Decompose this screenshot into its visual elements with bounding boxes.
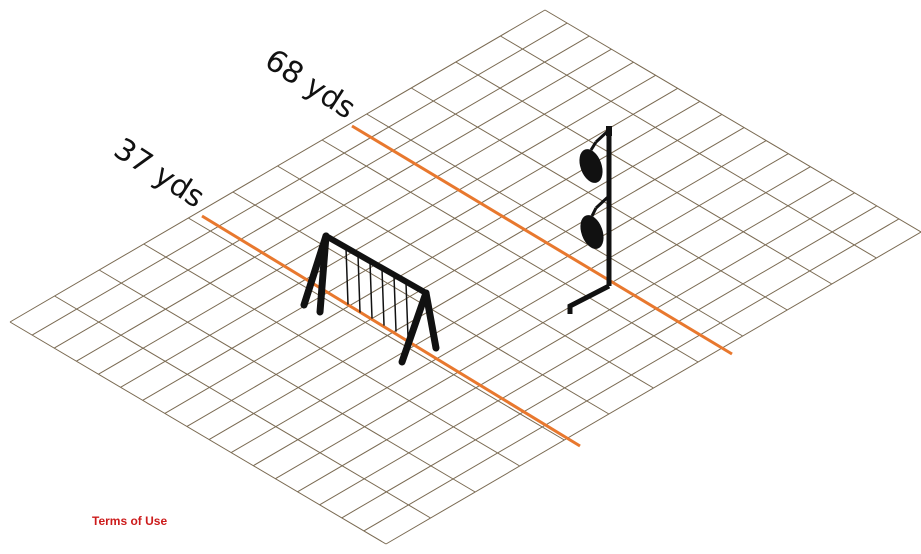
grid-line xyxy=(230,140,767,454)
distance-line-37 xyxy=(201,214,581,448)
grid-line xyxy=(366,113,743,337)
grid-line xyxy=(253,153,789,467)
swing-set-icon xyxy=(300,232,440,366)
grid-line xyxy=(76,48,612,362)
grid-line xyxy=(186,114,723,427)
grid-line xyxy=(319,192,855,506)
grid-line xyxy=(143,243,521,467)
grid-line xyxy=(98,269,476,493)
grid-line xyxy=(164,100,701,414)
grid-line xyxy=(275,166,811,480)
grid-line xyxy=(363,218,900,532)
grid-line xyxy=(385,231,921,545)
grid-line xyxy=(188,217,565,441)
distance-line-68 xyxy=(351,124,733,356)
grid-line xyxy=(321,139,699,363)
grid-line xyxy=(142,87,678,401)
grid-line xyxy=(54,295,431,519)
terms-of-use-link[interactable]: Terms of Use xyxy=(92,514,168,528)
grid-line xyxy=(9,321,387,545)
grid-line xyxy=(31,22,568,336)
grid-line xyxy=(9,9,546,323)
grid-line xyxy=(277,165,654,389)
grid-line xyxy=(341,205,878,519)
grid-line xyxy=(297,179,833,493)
ground-grid xyxy=(9,9,921,545)
target-stand-icon xyxy=(567,126,612,314)
grid-line xyxy=(120,74,656,388)
grid-line xyxy=(53,35,590,349)
grid-line xyxy=(208,127,745,440)
grid-line xyxy=(500,35,877,259)
grid-line xyxy=(410,87,788,311)
grid-line xyxy=(455,61,833,285)
grid-line xyxy=(544,9,921,233)
grid-line xyxy=(98,61,634,375)
